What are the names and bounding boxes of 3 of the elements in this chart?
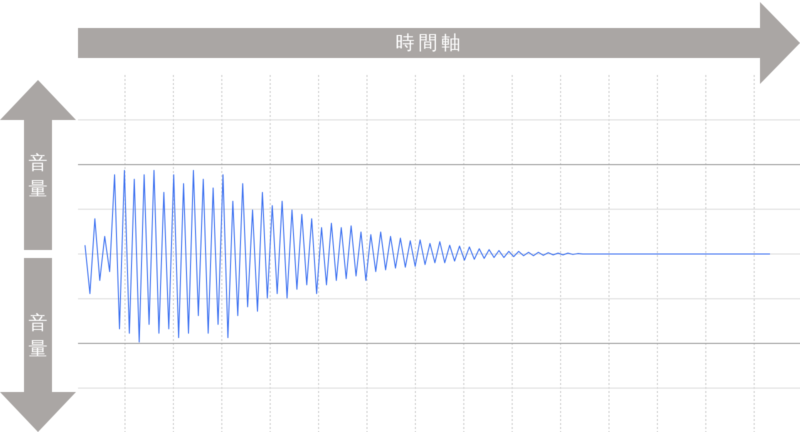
text: 時間軸	[396, 32, 464, 54]
text: 音量	[28, 152, 48, 200]
text: 音量	[28, 312, 48, 360]
